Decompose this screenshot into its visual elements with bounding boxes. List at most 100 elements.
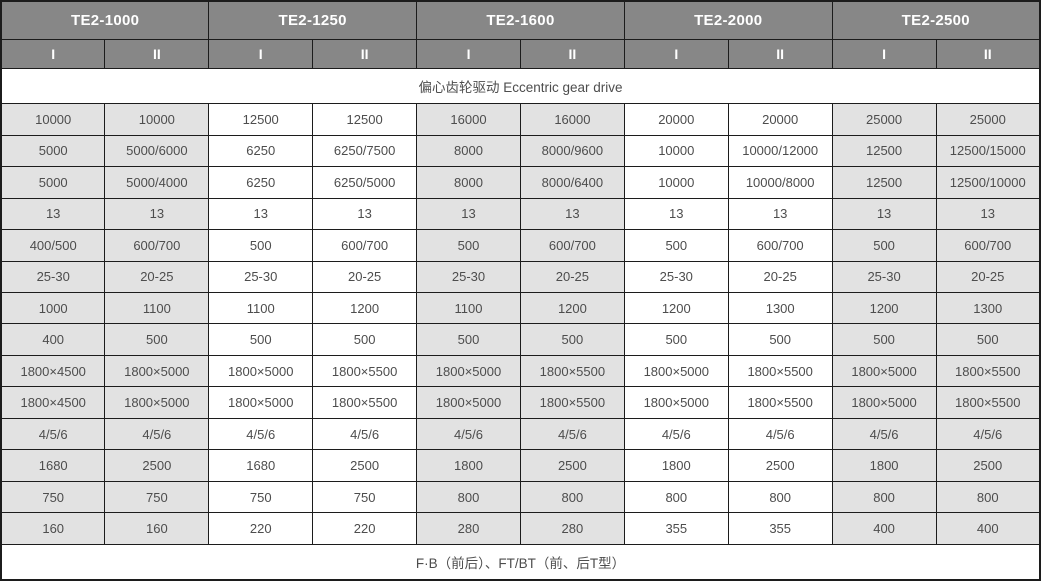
table-cell: 20000 (727, 103, 833, 136)
table-row: 10000 10000 12500 12500 16000 16000 20000 20000… (0, 103, 1041, 136)
table-cell: 12500 (831, 166, 937, 199)
table-cell: 400 (831, 512, 937, 545)
table-cell: 13 (104, 197, 210, 231)
table-cell: 1200 (623, 291, 729, 325)
subcolumn-header: II (104, 38, 210, 69)
table-cell: 2500 (727, 449, 833, 482)
column-group-header: TE2-1250 (208, 0, 418, 40)
drive-type-label: 偏心齿轮驱动 Eccentric gear drive (0, 67, 1041, 105)
table-cell: 500 (312, 323, 418, 356)
table-cell: 1800×5000 (104, 386, 210, 419)
table-row: 1800×4500 1800×5000 1800×5000 1800×5500 1800… (0, 386, 1041, 419)
table-cell: 12500 (208, 103, 314, 136)
table-cell: 220 (208, 512, 314, 545)
table-cell: 6250/5000 (312, 166, 418, 199)
table-row: 1000 1100 1100 1200 1100 1200 1200 1300 1200 1300 (0, 291, 1041, 325)
table-cell: 160 (0, 512, 106, 545)
table-cell: 1800×5000 (208, 354, 314, 388)
table-cell: 13 (519, 197, 625, 231)
table-cell: 500 (208, 323, 314, 356)
table-cell: 10000 (623, 166, 729, 199)
table-cell: 500 (208, 229, 314, 262)
table-cell: 2500 (312, 449, 418, 482)
table-cell: 1300 (935, 291, 1041, 325)
table-cell: 1100 (104, 291, 210, 325)
table-cell: 1800×4500 (0, 386, 106, 419)
table-cell: 1800×5500 (727, 354, 833, 388)
subcolumn-header: I (0, 38, 106, 69)
subcolumn-header-row: I II I II I II I II I II (0, 38, 1041, 69)
subcolumn-header: I (416, 38, 521, 69)
table-cell: 500 (519, 323, 625, 356)
table-cell: 6250 (208, 166, 314, 199)
table-cell: 5000 (0, 166, 106, 199)
table-cell: 12500/10000 (935, 166, 1041, 199)
table-cell: 10000/8000 (727, 166, 833, 199)
table-cell: 800 (623, 480, 729, 514)
table-cell: 4/5/6 (312, 417, 418, 451)
table-row: 25-30 20-25 25-30 20-25 25-30 20-25 25-30 20-25… (0, 260, 1041, 293)
table-cell: 8000 (416, 166, 521, 199)
drive-type-row: 偏心齿轮驱动 Eccentric gear drive (0, 67, 1041, 105)
subcolumn-header: II (519, 38, 625, 69)
table-cell: 1800×5000 (831, 386, 937, 419)
table-cell: 800 (935, 480, 1041, 514)
table-cell: 600/700 (312, 229, 418, 262)
table-cell: 280 (416, 512, 521, 545)
table-cell: 750 (208, 480, 314, 514)
table-cell: 750 (0, 480, 106, 514)
column-group-header: TE2-2000 (623, 0, 833, 40)
table-body: 偏心齿轮驱动 Eccentric gear drive 10000 10000 12… (0, 67, 1041, 581)
table-cell: 400 (0, 323, 106, 356)
table-row: 4/5/6 4/5/6 4/5/6 4/5/6 4/5/6 4/5/6 4/5/6 4/5/6… (0, 417, 1041, 451)
column-group-header: TE2-1000 (0, 0, 210, 40)
table-cell: 1800×5000 (416, 386, 521, 419)
table-cell: 500 (623, 323, 729, 356)
table-row: 400/500 600/700 500 600/700 500 600/700 500 600… (0, 229, 1041, 262)
table-cell: 16000 (416, 103, 521, 136)
table-cell: 750 (312, 480, 418, 514)
table-cell: 13 (935, 197, 1041, 231)
table-cell: 5000/6000 (104, 134, 210, 168)
table-cell: 500 (831, 323, 937, 356)
table-cell: 1800×5500 (312, 354, 418, 388)
table-cell: 220 (312, 512, 418, 545)
table-cell: 1200 (519, 291, 625, 325)
table-cell: 13 (623, 197, 729, 231)
table-cell: 25-30 (208, 260, 314, 293)
subcolumn-header: II (727, 38, 833, 69)
table-cell: 500 (935, 323, 1041, 356)
mount-type-row: F·B（前后）、FT/BT（前、后T型） (0, 543, 1041, 581)
table-row: 5000 5000/4000 6250 6250/5000 8000 8000/6400 1… (0, 166, 1041, 199)
table-cell: 2500 (935, 449, 1041, 482)
table-cell: 6250/7500 (312, 134, 418, 168)
subcolumn-header: II (935, 38, 1041, 69)
table-cell: 1100 (416, 291, 521, 325)
table-cell: 12500 (312, 103, 418, 136)
table-cell: 1800×5500 (935, 354, 1041, 388)
table-cell: 4/5/6 (416, 417, 521, 451)
table-cell: 1800×5500 (312, 386, 418, 419)
mount-type-label: F·B（前后）、FT/BT（前、后T型） (0, 543, 1041, 581)
table-cell: 4/5/6 (519, 417, 625, 451)
table-cell: 500 (416, 323, 521, 356)
table-row: 13 13 13 13 13 13 13 13 13 13 (0, 197, 1041, 231)
table-cell: 8000/9600 (519, 134, 625, 168)
table-cell: 1000 (0, 291, 106, 325)
table-cell: 280 (519, 512, 625, 545)
table-cell: 13 (312, 197, 418, 231)
column-group-header-row: TE2-1000 TE2-1250 TE2-1600 TE2-2000 TE2-2500 (0, 0, 1041, 40)
table-cell: 10000 (0, 103, 106, 136)
table-cell: 1680 (208, 449, 314, 482)
table-cell: 13 (0, 197, 106, 231)
table-cell: 25-30 (831, 260, 937, 293)
table-row: 1800×4500 1800×5000 1800×5000 1800×5500 1800… (0, 354, 1041, 388)
table-cell: 600/700 (519, 229, 625, 262)
table-cell: 1200 (831, 291, 937, 325)
table-cell: 1800×5000 (623, 354, 729, 388)
table-cell: 1800×5500 (519, 354, 625, 388)
table-cell: 25000 (935, 103, 1041, 136)
table-cell: 600/700 (104, 229, 210, 262)
table-cell: 1800 (416, 449, 521, 482)
subcolumn-header: I (831, 38, 937, 69)
